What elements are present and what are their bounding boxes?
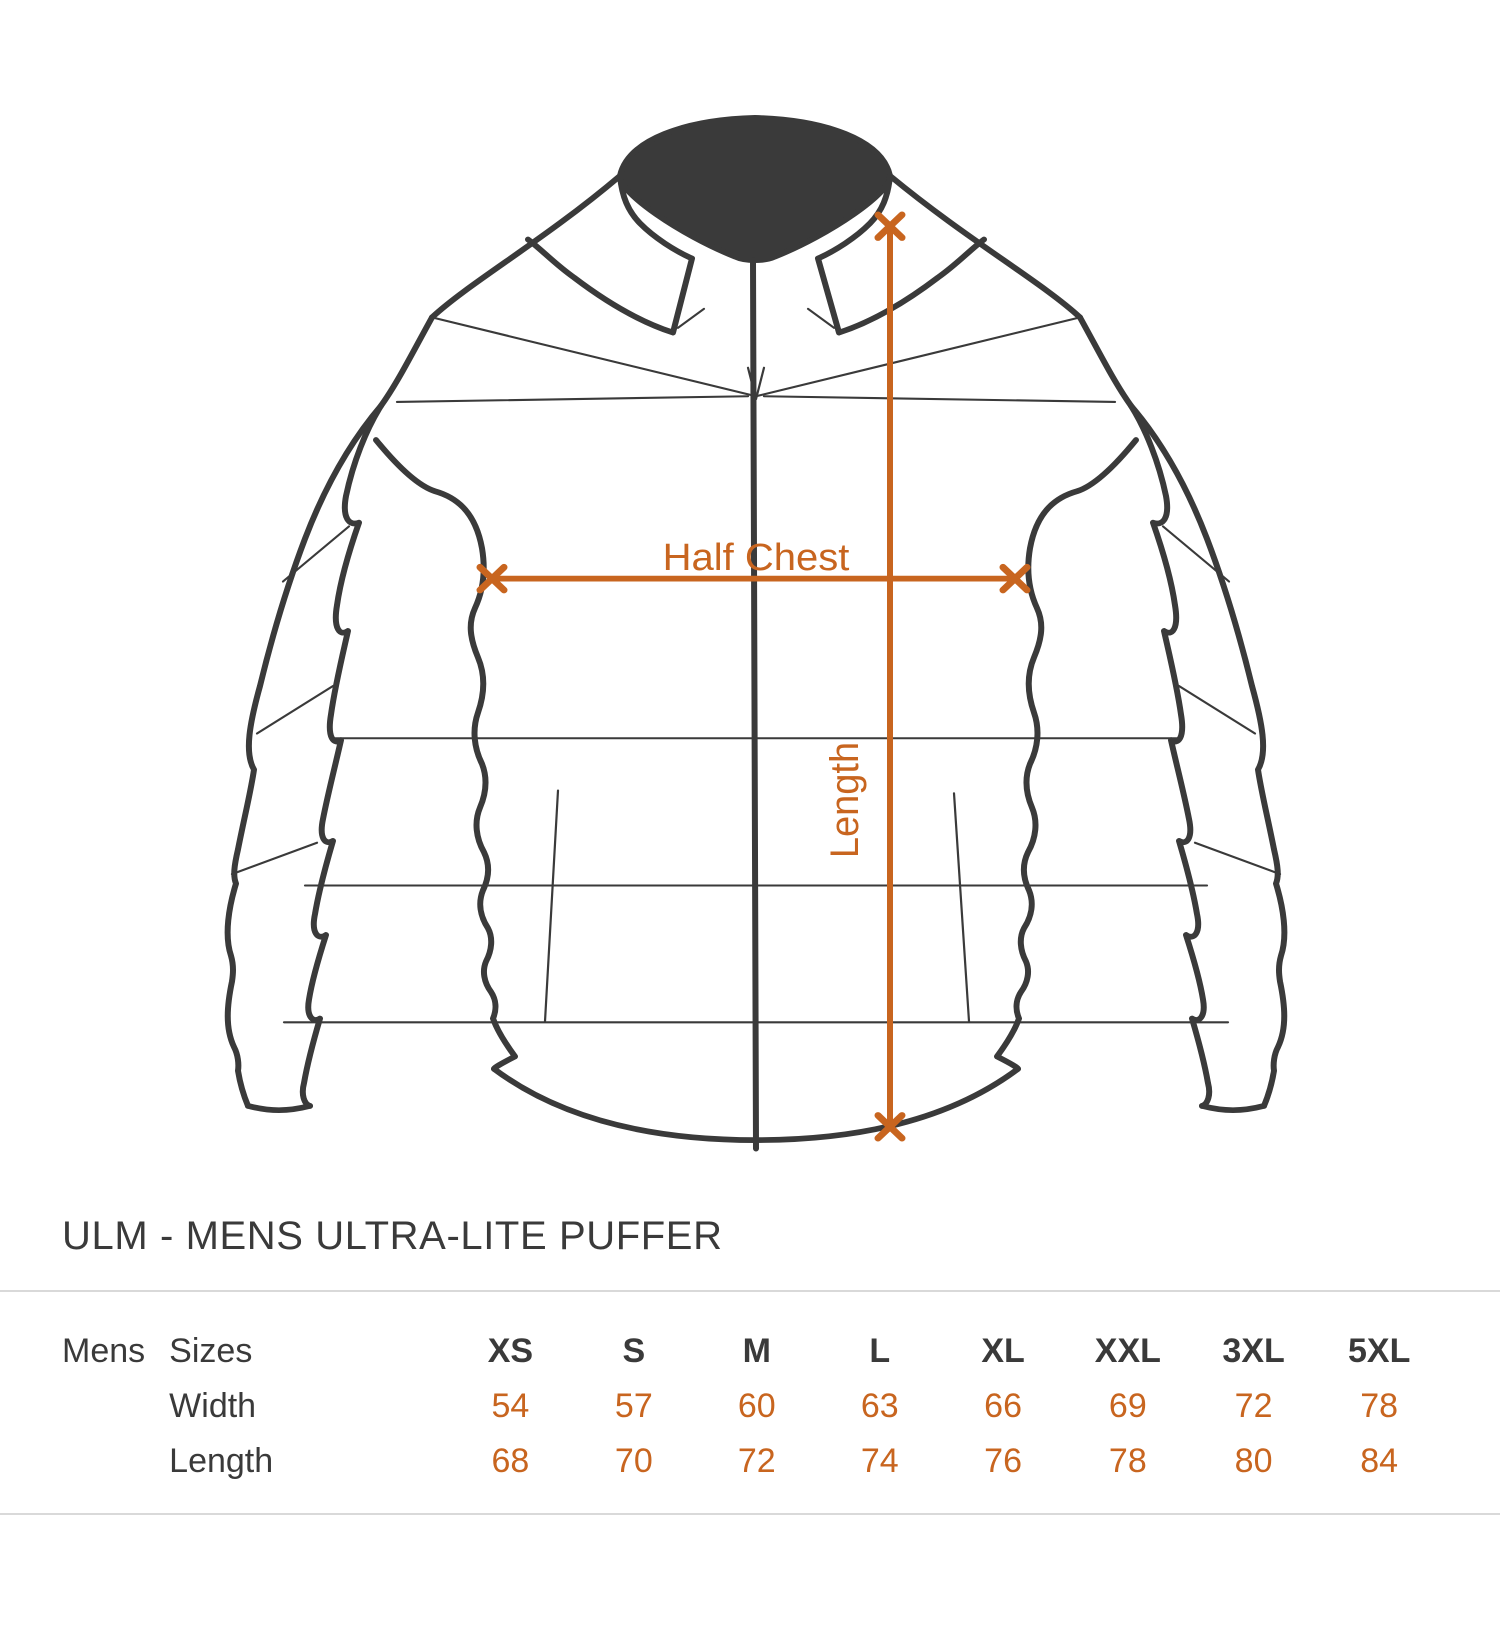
svg-text:Half Chest: Half Chest <box>663 537 850 579</box>
svg-text:Length: Length <box>823 742 867 858</box>
